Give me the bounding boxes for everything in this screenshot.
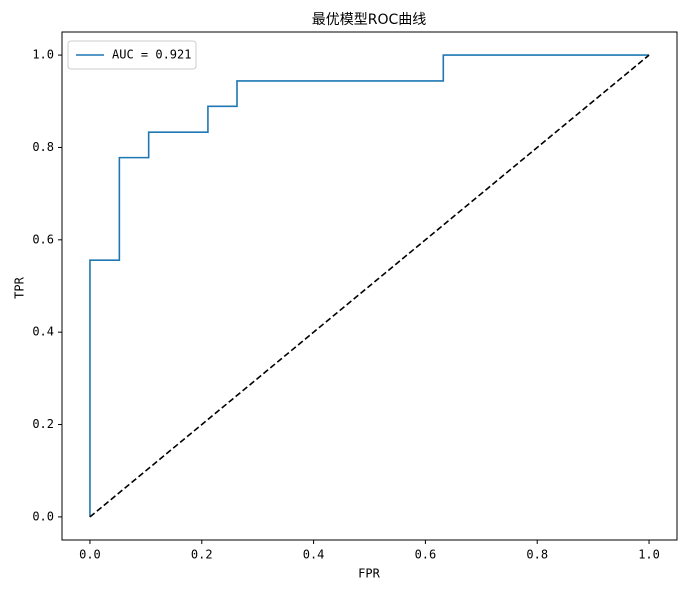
plot-frame — [61, 31, 678, 541]
legend-box — [67, 40, 197, 70]
x-tick-label: 0.6 — [415, 548, 437, 562]
x-tick-label: 0.8 — [526, 548, 548, 562]
x-tick-label: 0.2 — [191, 548, 213, 562]
x-tick-label: 1.0 — [638, 548, 660, 562]
y-tick-label: 0.2 — [32, 417, 54, 431]
y-tick-label: 0.0 — [32, 509, 54, 523]
x-tick-label: 0.4 — [303, 548, 325, 562]
chart-title: 最优模型ROC曲线 — [312, 12, 427, 28]
x-tick-label: 0.0 — [79, 548, 101, 562]
y-tick-label: 0.6 — [32, 232, 54, 246]
legend-label: AUC = 0.921 — [112, 48, 191, 62]
y-tick-label: 0.8 — [32, 140, 54, 154]
line — [89, 54, 650, 517]
y-axis-label: TPR — [13, 276, 27, 298]
y-tick-label: 1.0 — [32, 48, 54, 62]
x-axis-label: FPR — [358, 567, 380, 581]
y-tick-label: 0.4 — [32, 325, 54, 339]
line — [89, 54, 650, 518]
